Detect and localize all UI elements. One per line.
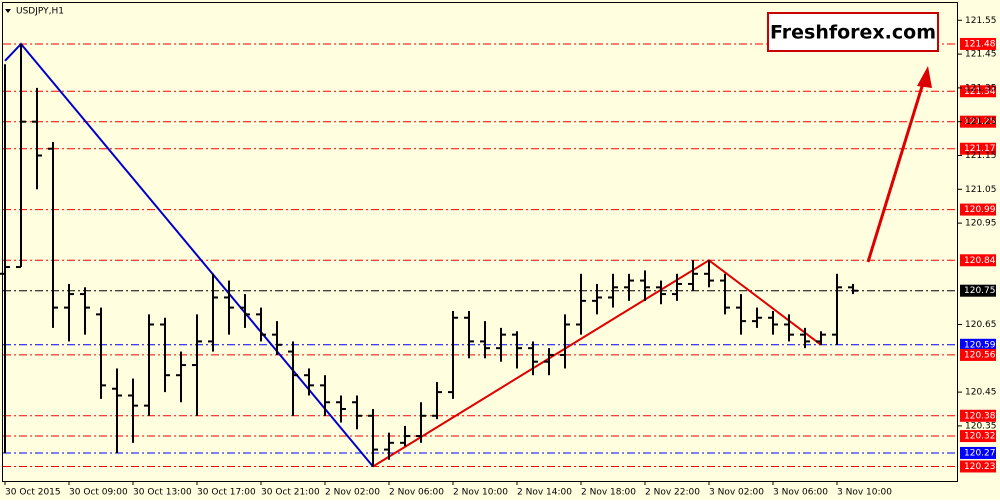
y-tick-label: 121.25: [965, 117, 997, 127]
level-box: [960, 338, 996, 351]
x-tick-label: 2 Nov 10:00: [453, 488, 508, 498]
level-label: 120.32: [964, 432, 996, 442]
y-tick-label: 121.45: [965, 50, 997, 60]
level-box: [960, 142, 996, 155]
x-tick-label: 3 Nov 06:00: [773, 488, 828, 498]
x-tick-label: 2 Nov 22:00: [645, 488, 700, 498]
y-tick-label: 120.45: [965, 388, 997, 398]
level-label: 121.48: [964, 39, 996, 49]
level-label: 121.17: [964, 144, 996, 154]
x-tick-label: 30 Oct 09:00: [69, 488, 128, 498]
level-label: 120.84: [964, 256, 996, 266]
chart-title: USDJPY,H1: [16, 7, 64, 17]
watermark: Freshforex.com: [770, 22, 936, 44]
y-tick-label: 120.35: [965, 421, 997, 431]
level-box: [960, 85, 996, 98]
x-tick-label: 30 Oct 21:00: [261, 488, 320, 498]
level-label: 120.27: [964, 448, 996, 458]
level-box: [960, 115, 996, 128]
x-tick-label: 2 Nov 02:00: [325, 488, 380, 498]
level-box: [960, 254, 996, 267]
level-box: [960, 446, 996, 459]
x-tick-label: 30 Oct 17:00: [197, 488, 256, 498]
level-box: [960, 409, 996, 422]
level-box: [960, 203, 996, 216]
x-tick-label: 3 Nov 10:00: [837, 488, 892, 498]
x-tick-label: 3 Nov 02:00: [709, 488, 764, 498]
level-label: 120.38: [964, 411, 996, 421]
level-box: [960, 460, 996, 473]
level-box: [960, 348, 996, 361]
level-label: 121.25: [964, 117, 996, 127]
y-tick-label: 121.15: [965, 151, 997, 161]
plot-frame: [2, 2, 958, 482]
y-tick-label: 120.65: [965, 320, 997, 330]
level-box: [960, 284, 996, 297]
y-tick-label: 121.35: [965, 83, 997, 93]
menu-icon: [5, 9, 11, 13]
level-label: 120.75: [964, 286, 996, 296]
arrow-shaft: [866, 79, 926, 263]
watermark-box: [767, 12, 939, 52]
x-tick-label: 2 Nov 18:00: [581, 488, 636, 498]
y-tick-label: 121.55: [965, 16, 997, 26]
arrow-head: [917, 66, 932, 88]
x-tick-label: 30 Oct 2015: [5, 488, 61, 498]
level-label: 120.23: [964, 462, 996, 472]
level-label: 120.56: [964, 350, 996, 360]
level-label: 121.34: [964, 87, 996, 97]
level-label: 120.59: [964, 340, 996, 350]
y-tick-label: 121.05: [965, 185, 997, 195]
level-box: [960, 37, 996, 50]
x-tick-label: 2 Nov 14:00: [517, 488, 572, 498]
y-tick-label: 120.95: [965, 219, 997, 229]
level-label: 120.99: [964, 205, 996, 215]
x-tick-label: 30 Oct 13:00: [133, 488, 192, 498]
level-box: [960, 430, 996, 443]
x-tick-label: 2 Nov 06:00: [389, 488, 444, 498]
